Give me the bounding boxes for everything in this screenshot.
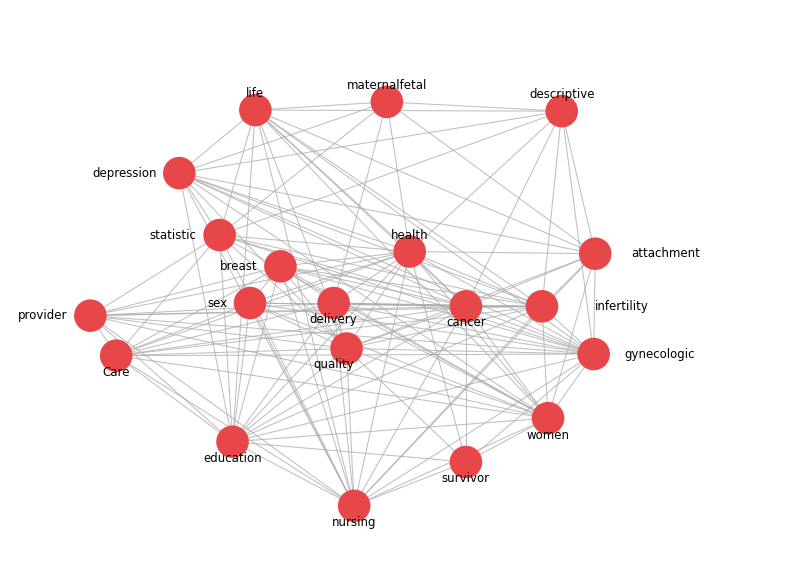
Text: quality: quality [314,358,354,371]
Point [380,97,393,106]
Text: gynecologic: gynecologic [624,348,695,360]
Text: nursing: nursing [332,516,376,529]
Point [542,413,554,423]
Text: breast: breast [220,260,257,273]
Point [213,231,226,240]
Point [249,106,261,115]
Point [348,501,360,510]
Point [227,437,239,447]
Point [341,344,353,353]
Text: women: women [527,429,569,442]
Text: infertility: infertility [596,300,649,313]
Text: sex: sex [207,296,227,309]
Point [535,301,548,311]
Text: survivor: survivor [442,472,490,485]
Text: maternalfetal: maternalfetal [347,79,427,92]
Text: cancer: cancer [446,316,485,329]
Point [459,301,472,311]
Point [555,107,568,116]
Point [459,457,472,467]
Text: provider: provider [18,309,67,322]
Text: attachment: attachment [632,247,701,260]
Text: Care: Care [102,365,130,379]
Point [84,311,97,320]
Point [244,299,257,308]
Text: life: life [246,87,265,100]
Point [110,351,123,360]
Point [173,168,185,178]
Point [588,349,600,359]
Text: descriptive: descriptive [529,89,595,101]
Point [274,262,287,271]
Text: statistic: statistic [150,228,196,242]
Text: delivery: delivery [310,313,357,326]
Point [589,249,602,258]
Text: health: health [391,228,428,242]
Point [403,247,416,256]
Text: depression: depression [92,167,157,180]
Text: education: education [204,452,262,465]
Point [327,299,340,308]
